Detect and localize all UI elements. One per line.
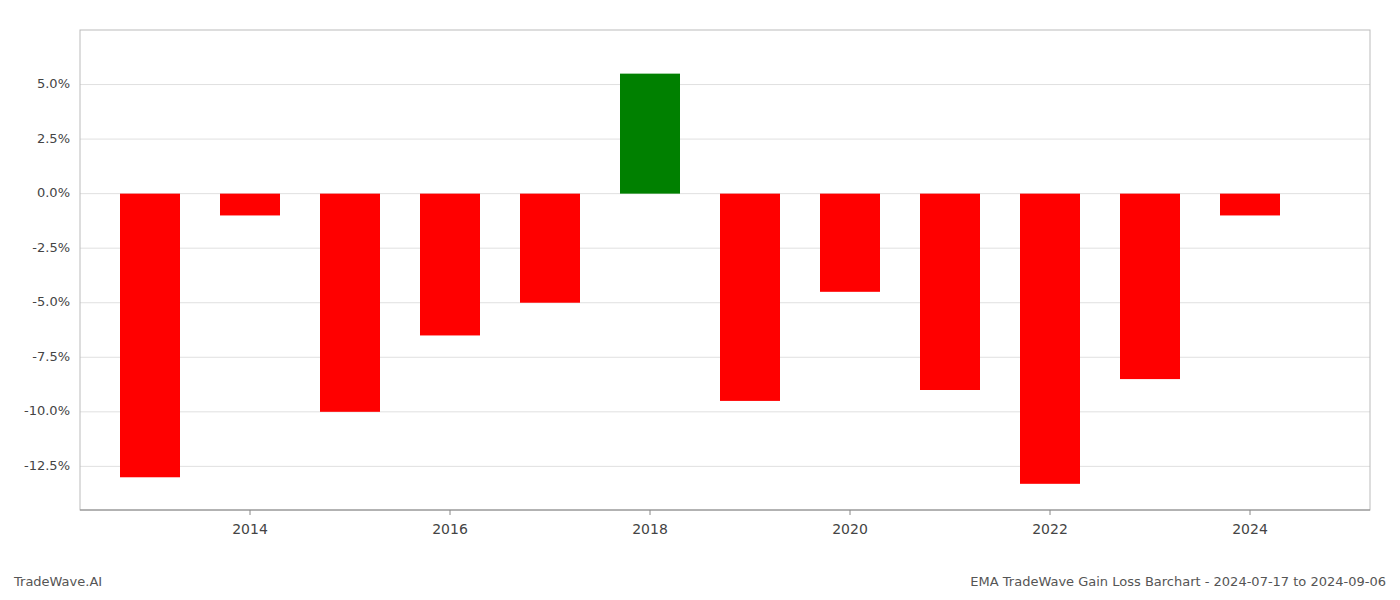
bar	[1220, 194, 1280, 216]
bar	[120, 194, 180, 478]
x-tick-label: 2014	[232, 521, 268, 537]
x-axis: 2014 2016 2018 2020 2022 2024	[80, 510, 1370, 537]
y-tick-label: -12.5%	[24, 458, 70, 473]
y-tick-label: -7.5%	[32, 349, 70, 364]
bar	[220, 194, 280, 216]
bar	[920, 194, 980, 390]
bar	[820, 194, 880, 292]
x-tick-label: 2024	[1232, 521, 1268, 537]
y-tick-label: 0.0%	[37, 185, 70, 200]
grid-line	[80, 84, 1370, 85]
x-tick-label: 2018	[632, 521, 668, 537]
chart-svg: -12.5% -10.0% -7.5% -5.0% -2.5% 0.0% 2.5% 5.0% 2…	[0, 0, 1400, 600]
y-tick-label: 5.0%	[37, 76, 70, 91]
chart-container: -12.5% -10.0% -7.5% -5.0% -2.5% 0.0% 2.5% 5.0% 2…	[0, 0, 1400, 600]
x-tick-label: 2016	[432, 521, 468, 537]
x-tick-label: 2022	[1032, 521, 1068, 537]
bar	[1120, 194, 1180, 379]
y-tick-labels: -12.5% -10.0% -7.5% -5.0% -2.5% 0.0% 2.5% 5.0%	[24, 76, 70, 473]
x-tick	[450, 510, 451, 515]
grid-line	[80, 139, 1370, 140]
plot-frame	[80, 30, 1370, 510]
y-tick-label: 2.5%	[37, 131, 70, 146]
y-tick-label: -10.0%	[24, 403, 70, 418]
x-tick	[1250, 510, 1251, 515]
x-tick	[250, 510, 251, 515]
bar	[620, 74, 680, 194]
bar	[320, 194, 380, 412]
x-tick	[1050, 510, 1051, 515]
grid-line	[80, 466, 1370, 467]
x-axis-line	[80, 510, 1370, 511]
x-tick	[850, 510, 851, 515]
y-grid	[80, 85, 1370, 467]
bar	[520, 194, 580, 303]
grid-line	[80, 411, 1370, 412]
bar	[720, 194, 780, 401]
x-tick-label: 2020	[832, 521, 868, 537]
footer: TradeWave.AI EMA TradeWave Gain Loss Barc…	[13, 574, 1386, 589]
footer-text: EMA TradeWave Gain Loss Barchart - 2024-…	[970, 574, 1386, 589]
y-tick-label: -5.0%	[32, 294, 70, 309]
bars	[120, 74, 1280, 484]
bar	[1020, 194, 1080, 484]
y-tick-label: -2.5%	[32, 240, 70, 255]
bar	[420, 194, 480, 336]
x-tick	[650, 510, 651, 515]
footer-text: TradeWave.AI	[13, 574, 102, 589]
